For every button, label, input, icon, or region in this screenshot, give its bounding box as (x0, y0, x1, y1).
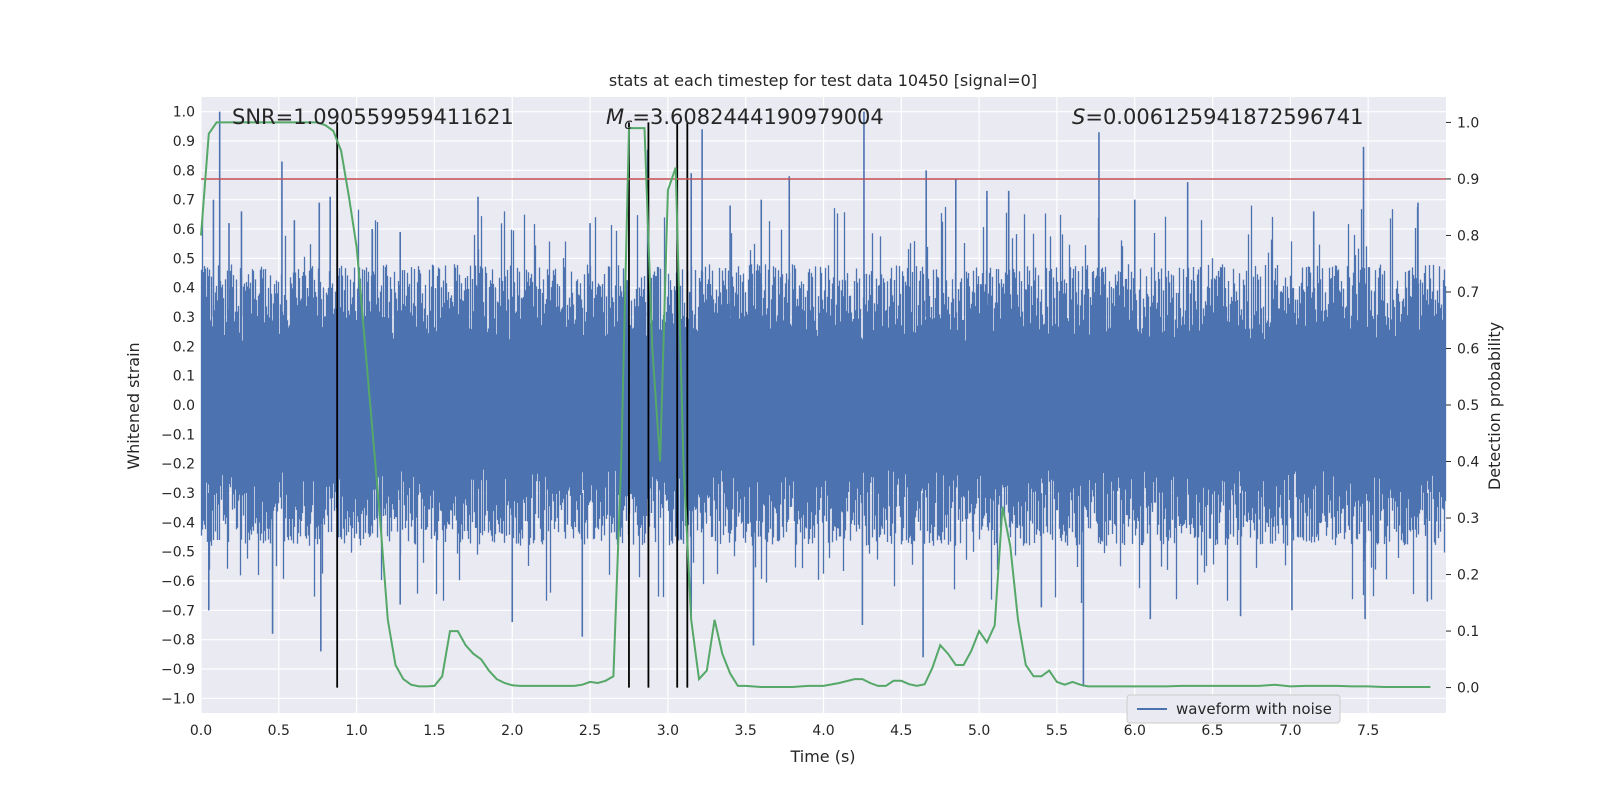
s-value: =0.006125941872596741 (1085, 105, 1363, 129)
x-axis-ticks: 0.0 0.5 1.0 1.5 2.0 2.5 3.0 3.5 4.0 4.5 5.0 5.5 6.0 6… (190, 723, 1379, 739)
y-tick-label: −0.8 (161, 633, 195, 649)
x-tick-label: 4.0 (812, 723, 834, 739)
x-tick-label: 2.0 (501, 723, 523, 739)
x-tick-label: 2.5 (579, 723, 601, 739)
x-tick-label: 0.5 (268, 723, 290, 739)
y2-tick-label: 0.0 (1457, 681, 1479, 697)
y2-tick-label: 0.1 (1457, 624, 1479, 640)
y-tick-label: 0.3 (173, 310, 195, 326)
y-tick-label: −0.9 (161, 662, 195, 678)
x-tick-label: 5.5 (1046, 723, 1068, 739)
y2-axis-ticks: 0.0 0.1 0.2 0.3 0.4 0.5 0.6 0.7 0.8 0.9 1.0 (1446, 115, 1479, 697)
y-tick-label: 0.6 (173, 222, 195, 238)
y-tick-label: 0.2 (173, 339, 195, 355)
x-tick-label: 5.0 (968, 723, 990, 739)
x-tick-label: 6.5 (1201, 723, 1223, 739)
y-tick-label: −0.3 (161, 486, 195, 502)
y-tick-label: 0.8 (173, 163, 195, 179)
y2-tick-label: 0.3 (1457, 511, 1479, 527)
y-tick-label: 0.1 (173, 369, 195, 385)
x-axis-label: Time (s) (789, 747, 855, 766)
x-tick-label: 0.0 (190, 723, 212, 739)
x-tick-label: 7.5 (1357, 723, 1379, 739)
annotation-s: S=0.006125941872596741 (1072, 105, 1363, 129)
legend-entry-label: waveform with noise (1176, 700, 1332, 718)
mc-value: =3.6082444190979004 (632, 105, 883, 129)
svg-text:S=0.006125941872596741: S=0.006125941872596741 (1072, 105, 1363, 129)
x-tick-label: 7.0 (1279, 723, 1301, 739)
x-tick-label: 3.0 (657, 723, 679, 739)
y-tick-label: 0.5 (173, 251, 195, 267)
waveform-series (200, 111, 1447, 687)
y-axis-ticks: −1.0 −0.9 −0.8 −0.7 −0.6 −0.5 −0.4 −0.3 −0.2 −0.1… (161, 105, 195, 708)
x-tick-label: 1.0 (345, 723, 367, 739)
y-tick-label: 0.0 (173, 398, 195, 414)
y2-tick-label: 0.6 (1457, 341, 1479, 357)
y2-tick-label: 1.0 (1457, 115, 1479, 131)
annotation-snr: SNR=1.090559959411621 (232, 105, 514, 129)
y-tick-label: 0.9 (173, 134, 195, 150)
y2-tick-label: 0.5 (1457, 398, 1479, 414)
y-tick-label: 0.4 (173, 281, 195, 297)
mc-symbol: M (606, 105, 624, 129)
y2-axis-label: Detection probability (1485, 322, 1504, 490)
waveform-noise-body (200, 205, 1447, 604)
snr-text: SNR=1.090559959411621 (232, 105, 514, 129)
x-tick-label: 1.5 (423, 723, 445, 739)
x-tick-label: 6.0 (1124, 723, 1146, 739)
legend: waveform with noise (1126, 694, 1341, 724)
y-tick-label: −0.7 (161, 603, 195, 619)
y-axis-label: Whitened strain (124, 342, 143, 469)
probability-line (200, 121, 1431, 688)
chart-title: stats at each timestep for test data 104… (609, 71, 1037, 90)
legend-box (1126, 694, 1341, 724)
y-tick-label: −0.2 (161, 457, 195, 473)
y-tick-label: −0.5 (161, 545, 195, 561)
y2-tick-label: 0.7 (1457, 285, 1479, 301)
y2-tick-label: 0.2 (1457, 568, 1479, 584)
y2-tick-label: 0.8 (1457, 228, 1479, 244)
x-tick-label: 3.5 (735, 723, 757, 739)
mc-subscript: c (624, 115, 633, 133)
y2-tick-label: 0.9 (1457, 172, 1479, 188)
y2-tick-label: 0.4 (1457, 455, 1479, 471)
probability-series (200, 121, 1431, 688)
x-tick-label: 4.5 (890, 723, 912, 739)
annotation-chirp-mass: Mc=3.6082444190979004 (606, 105, 884, 133)
y-tick-label: 1.0 (173, 105, 195, 121)
y-tick-label: −0.6 (161, 574, 195, 590)
y-tick-label: −0.4 (161, 515, 195, 531)
s-symbol: S (1072, 105, 1085, 129)
y-tick-label: 0.7 (173, 193, 195, 209)
y-tick-label: −1.0 (161, 691, 195, 707)
svg-text:Mc=3.6082444190979004: Mc=3.6082444190979004 (606, 105, 884, 133)
y-tick-label: −0.1 (161, 427, 195, 443)
